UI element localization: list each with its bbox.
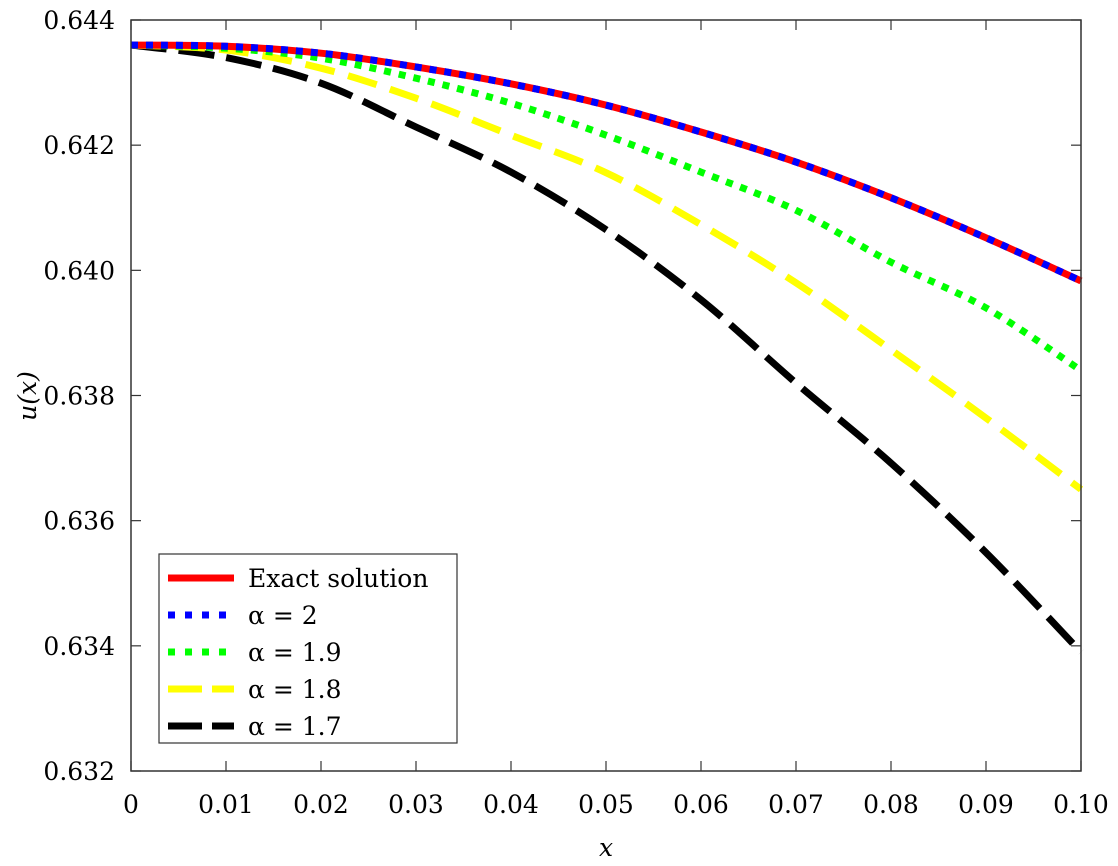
x-tick-label: 0.03 <box>388 790 444 819</box>
x-tick-label: 0.05 <box>578 790 634 819</box>
x-tick-label: 0.07 <box>768 790 824 819</box>
legend-label: α = 1.9 <box>248 638 341 667</box>
ticks-layer: 0 0.01 0.02 0.03 0.04 0.05 0.06 0.07 0.08 0.09 0.1… <box>43 6 1108 819</box>
series-layer <box>130 41 1084 655</box>
x-tick-label: 0.06 <box>673 790 729 819</box>
x-tick-label: 0.08 <box>863 790 919 819</box>
legend: Exact solution α = 2 α = 1.9 α = 1.8 α = 1.7 <box>158 553 458 744</box>
series-line-4 <box>130 41 1084 655</box>
y-axis-label: u(x) <box>13 371 42 421</box>
legend-label: α = 2 <box>248 601 318 630</box>
series-line-3 <box>130 41 1084 493</box>
series-line-2 <box>130 41 1083 374</box>
x-tick-label: 0.10 <box>1053 790 1109 819</box>
x-tick-label: 0.04 <box>483 790 539 819</box>
x-axis-label: x <box>599 833 613 862</box>
y-tick-label: 0.632 <box>43 757 115 786</box>
y-tick-label: 0.634 <box>43 632 115 661</box>
legend-label: α = 1.8 <box>248 675 341 704</box>
y-tick-label: 0.638 <box>43 382 115 411</box>
x-tick-label: 0.09 <box>958 790 1014 819</box>
legend-label: Exact solution <box>248 564 428 593</box>
legend-label: α = 1.7 <box>248 712 341 741</box>
y-tick-label: 0.640 <box>43 256 115 285</box>
y-tick-label: 0.636 <box>43 507 115 536</box>
y-tick-label: 0.642 <box>43 131 115 160</box>
series-line-0 <box>130 41 1083 285</box>
x-tick-label: 0.01 <box>198 790 254 819</box>
x-tick-label: 0.02 <box>293 790 349 819</box>
y-tick-label: 0.644 <box>43 6 115 35</box>
x-tick-label: 0 <box>123 790 139 819</box>
series-line-1 <box>130 41 1083 285</box>
